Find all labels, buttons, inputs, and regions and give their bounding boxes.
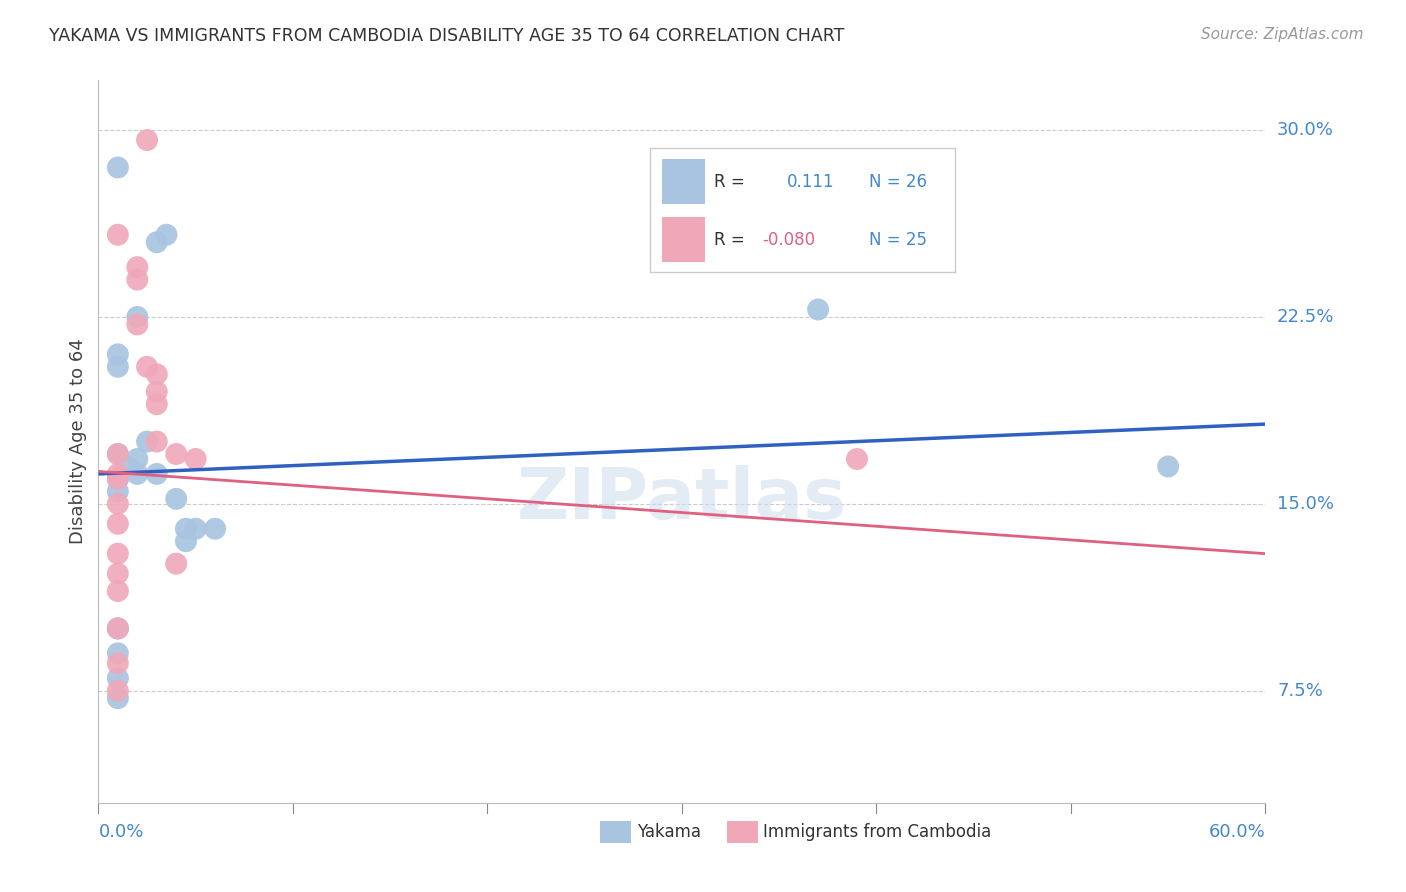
Point — [155, 227, 177, 242]
Point — [127, 272, 149, 286]
Text: 0.111: 0.111 — [787, 173, 835, 191]
Point — [146, 467, 169, 481]
Point — [136, 133, 159, 147]
Point — [127, 260, 149, 274]
Point — [107, 497, 129, 511]
Point — [107, 566, 129, 581]
Point — [146, 397, 169, 411]
Point — [107, 621, 129, 635]
Point — [846, 452, 869, 467]
Point — [107, 467, 129, 481]
Point — [174, 534, 197, 549]
Point — [127, 310, 149, 324]
Text: 22.5%: 22.5% — [1277, 308, 1334, 326]
Point — [107, 227, 129, 242]
Point — [107, 547, 129, 561]
Point — [107, 621, 129, 635]
Text: R =: R = — [714, 231, 745, 249]
Point — [127, 452, 149, 467]
Text: -0.080: -0.080 — [762, 231, 815, 249]
Point — [184, 522, 207, 536]
Point — [184, 452, 207, 467]
Point — [127, 467, 149, 481]
Text: N = 26: N = 26 — [869, 173, 928, 191]
Text: Yakama: Yakama — [637, 823, 702, 841]
Point — [174, 522, 197, 536]
Text: R =: R = — [714, 173, 745, 191]
Point — [107, 691, 129, 706]
Point — [117, 459, 139, 474]
Point — [146, 384, 169, 399]
Bar — [662, 218, 704, 262]
Point — [107, 484, 129, 499]
Text: ZIPatlas: ZIPatlas — [517, 465, 846, 533]
Point — [107, 359, 129, 374]
Point — [107, 584, 129, 599]
Point — [146, 235, 169, 250]
Point — [127, 318, 149, 332]
Point — [107, 447, 129, 461]
Point — [146, 368, 169, 382]
Text: 7.5%: 7.5% — [1277, 681, 1323, 699]
Text: N = 25: N = 25 — [869, 231, 928, 249]
Point — [107, 683, 129, 698]
Point — [165, 557, 187, 571]
Text: 30.0%: 30.0% — [1277, 121, 1334, 139]
Text: YAKAMA VS IMMIGRANTS FROM CAMBODIA DISABILITY AGE 35 TO 64 CORRELATION CHART: YAKAMA VS IMMIGRANTS FROM CAMBODIA DISAB… — [49, 27, 845, 45]
Y-axis label: Disability Age 35 to 64: Disability Age 35 to 64 — [69, 339, 87, 544]
Point — [165, 491, 187, 506]
Point — [136, 359, 159, 374]
Point — [146, 434, 169, 449]
Point — [136, 434, 159, 449]
Point — [107, 447, 129, 461]
Point — [107, 472, 129, 486]
Point — [107, 516, 129, 531]
Text: 0.0%: 0.0% — [98, 822, 143, 841]
Text: 15.0%: 15.0% — [1277, 495, 1334, 513]
Bar — [662, 160, 704, 204]
Point — [107, 161, 129, 175]
Text: Source: ZipAtlas.com: Source: ZipAtlas.com — [1201, 27, 1364, 42]
Text: Immigrants from Cambodia: Immigrants from Cambodia — [763, 823, 991, 841]
Point — [165, 447, 187, 461]
Point — [107, 472, 129, 486]
Point — [807, 302, 830, 317]
Point — [107, 646, 129, 660]
Point — [204, 522, 226, 536]
Point — [107, 657, 129, 671]
Point — [107, 671, 129, 685]
Point — [1157, 459, 1180, 474]
Point — [107, 621, 129, 635]
Text: 60.0%: 60.0% — [1209, 822, 1265, 841]
Point — [107, 347, 129, 361]
